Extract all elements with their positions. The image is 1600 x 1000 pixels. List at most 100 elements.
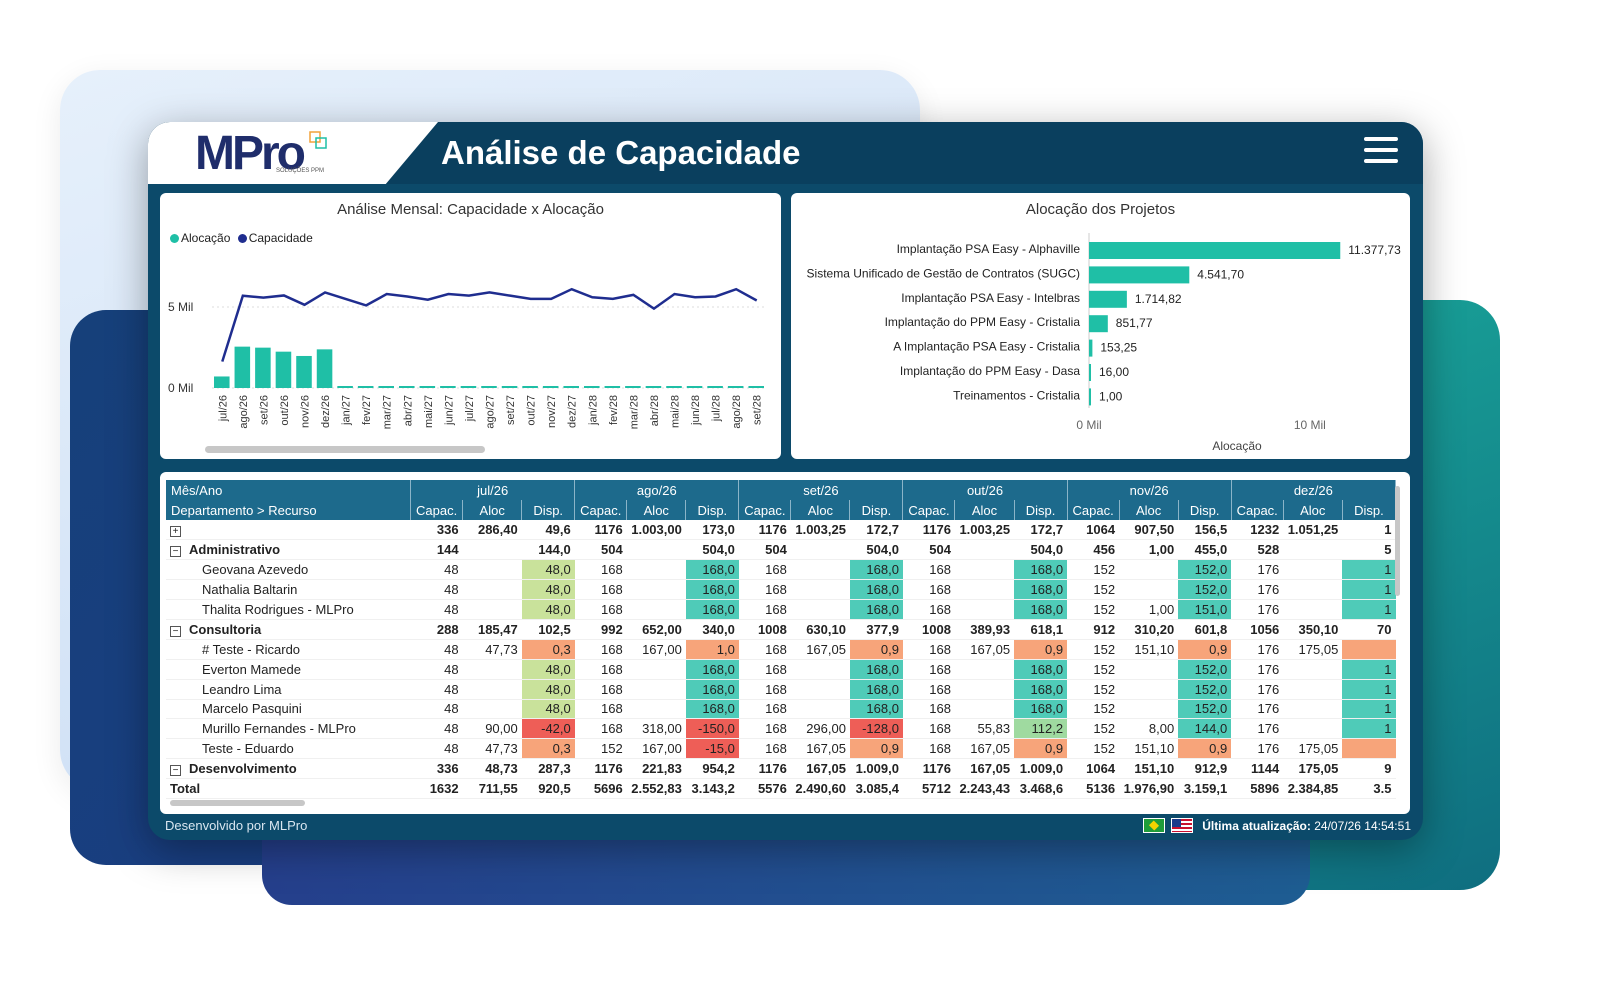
update-label: Última atualização: [1202,819,1311,833]
header-measure[interactable]: Capac. [1231,500,1284,520]
project-value-label: 1,00 [1099,389,1123,403]
table-cell: 2.243,43 [954,778,1015,799]
table-cell: 168 [738,599,791,620]
projects-chart-title: Alocação dos Projetos [1025,201,1176,218]
usa-flag-icon[interactable] [1170,818,1193,833]
table-cell [626,659,686,680]
table-cell: 168,0 [685,579,739,601]
table-cell: 152 [1067,599,1120,620]
chart-horizontal-scrollbar[interactable] [205,446,485,453]
alocacao-bar [255,347,271,388]
table-cell: 176 [1231,599,1284,620]
table-cell: 954,2 [685,758,739,780]
header-measure[interactable]: Disp. [1342,500,1397,520]
table-cell: 152 [1067,579,1120,601]
header-measure[interactable]: Aloc [1283,500,1343,520]
x-tick-label: jul/26 [217,395,229,422]
header-measure[interactable]: Aloc [790,500,851,520]
table-cell: 601,8 [1178,619,1232,640]
header-measure[interactable]: Capac. [410,500,464,520]
table-cell: 3.5 [1342,778,1396,799]
header-measure[interactable]: Capac. [1067,500,1120,520]
table-cell [626,579,686,601]
table-cell: 168,0 [685,599,739,620]
table-cell: 152 [1067,738,1120,760]
x-tick-label: 10 Mil [1294,418,1326,432]
header-month[interactable]: nov/26 [1067,480,1232,500]
table-cell: 168,0 [685,559,739,581]
x-tick-label: mai/27 [423,395,435,428]
table-cell: 156,5 [1178,520,1232,541]
brazil-flag-icon[interactable] [1142,818,1165,833]
header-measure[interactable]: Disp. [521,500,576,520]
table-cell: 168 [738,559,791,581]
table-cell: 70 [1342,619,1396,640]
header-month[interactable]: dez/26 [1231,480,1397,500]
projects-chart[interactable]: Implantação PSA Easy - Alphaville 11.377,… [791,193,1410,459]
header-measure[interactable]: Capac. [902,500,956,520]
x-tick-label: abr/28 [649,395,661,426]
header-measure[interactable]: Disp. [849,500,904,520]
header-month[interactable]: ago/26 [574,480,740,500]
collapse-icon[interactable]: − [170,765,181,777]
table-cell [1342,738,1396,760]
collapse-icon[interactable]: − [170,546,181,558]
header-measure[interactable]: Disp. [1014,500,1068,520]
capacidade-line [221,287,758,362]
header-department-resource[interactable]: Departamento > Recurso [166,500,412,520]
table-cell [790,679,850,700]
table-cell: 1.003,25 [790,520,850,541]
alocacao-bar [501,386,518,388]
header-measure[interactable]: Capac. [738,500,792,520]
table-cell [626,679,686,700]
header-measure[interactable]: Aloc [954,500,1015,520]
x-tick-label: jun/27 [443,395,455,426]
row-label: Everton Mamede [166,659,411,680]
table-cell: 152,0 [1178,679,1232,700]
x-tick-label: dez/27 [567,395,579,428]
table-cell: 48 [410,659,463,680]
table-cell [954,699,1015,720]
expand-icon[interactable]: + [170,526,181,538]
alocacao-bar [604,386,621,388]
table-cell: 168 [574,679,627,700]
table-cell: 47,73 [462,639,522,660]
hamburger-menu-icon[interactable] [1364,137,1398,165]
table-horizontal-scrollbar[interactable] [170,800,305,806]
header-measure[interactable]: Aloc [1119,500,1179,520]
alocacao-bar [481,386,497,388]
table-cell [1119,559,1179,581]
table-cell: 310,20 [1119,619,1179,640]
header-month[interactable]: set/26 [738,480,904,500]
header-month-year[interactable]: Mês/Ano [166,480,412,500]
table-cell [1283,679,1343,700]
header-measure[interactable]: Disp. [1178,500,1232,520]
collapse-icon[interactable]: − [170,625,181,637]
table-cell: 1 [1342,679,1396,700]
table-cell: 1.003,25 [954,520,1015,541]
header-measure[interactable]: Capac. [574,500,628,520]
table-cell: 0,9 [1014,738,1068,760]
alocacao-bar [666,386,682,388]
table-cell: 168 [574,718,627,740]
table-cell: 49,6 [521,520,575,541]
table-cell: 152 [1067,699,1120,720]
monthly-chart[interactable]: 5 Mil 0 Mil jul/26 ago/26 set/26 out/26 nov/26… [160,193,781,459]
table-cell: 175,05 [1283,738,1343,760]
header-measure[interactable]: Disp. [685,500,740,520]
alocacao-bar [727,386,744,388]
table-row: Thalita Rodrigues - MLPro 48 48,0 168 168,0 1… [166,599,1396,620]
x-tick-label: set/27 [505,395,517,425]
table-cell: 152,0 [1178,659,1232,680]
table-cell [1283,559,1343,581]
header-month[interactable]: jul/26 [410,480,576,500]
header-measure[interactable]: Aloc [626,500,687,520]
monthly-chart-legend: Alocação Capacidade [170,231,313,245]
table-cell [1119,579,1179,601]
table-cell: 152 [574,738,627,760]
table-vertical-scrollbar[interactable] [1395,486,1400,596]
header-month[interactable]: out/26 [902,480,1068,500]
table-cell: 2.384,85 [1283,778,1343,799]
header-measure[interactable]: Aloc [462,500,523,520]
capacity-matrix-panel: Mês/Ano jul/26 ago/26 set/26 out/26 nov/26 dez… [160,472,1410,814]
